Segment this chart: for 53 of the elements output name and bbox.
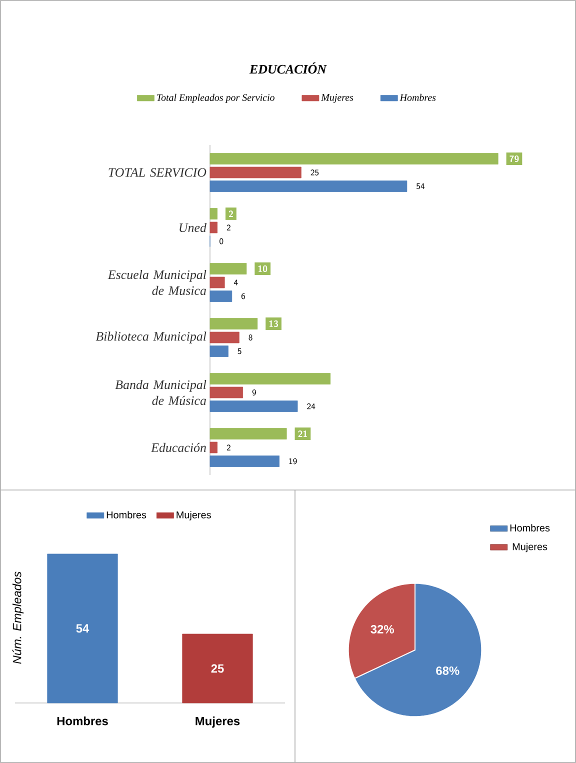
bar [210, 332, 240, 344]
bar [210, 428, 287, 440]
data-label: 13 [269, 320, 278, 328]
y-tick-label: Banda Municipal de Música [115, 380, 206, 406]
legend-label: Hombres [400, 94, 436, 101]
y-tick-label: Uned [180, 222, 207, 232]
data-label: 10 [258, 265, 268, 272]
data-label: 0 [220, 238, 224, 244]
bar [210, 166, 302, 178]
data-label: 19 [289, 458, 297, 464]
legend-label: Total Empleados por Servicio [157, 94, 274, 103]
bar [210, 386, 244, 398]
data-label: 25 [211, 664, 224, 673]
bar [210, 153, 498, 164]
data-label: 54 [416, 183, 425, 190]
bar [210, 400, 298, 412]
bar [210, 208, 218, 220]
bar [210, 180, 408, 192]
data-label: 6 [241, 293, 246, 300]
legend-label: Mujeres [176, 511, 211, 520]
legend-label: Mujeres [512, 542, 548, 552]
chart-title: EDUCACIÓN [249, 62, 327, 74]
y-axis-title: Núm. Empleados [12, 572, 24, 664]
bar [210, 346, 228, 357]
data-label: 54 [76, 624, 90, 633]
bar [210, 222, 218, 234]
data-label: 9 [252, 390, 256, 396]
legend-label: Hombres [510, 524, 550, 532]
data-label: 25 [310, 170, 319, 176]
bar [210, 442, 218, 454]
data-label: 8 [248, 334, 252, 340]
y-tick-label: Educación [150, 442, 206, 452]
data-label: 79 [510, 155, 519, 162]
legend-label: Mujeres [321, 94, 354, 103]
bar [210, 276, 225, 288]
legend-label: Hombres [106, 511, 146, 518]
data-label: 5 [238, 348, 242, 354]
data-label: 2 [228, 210, 233, 217]
data-label: 21 [298, 430, 307, 437]
bar [210, 290, 232, 302]
data-label: 2 [226, 224, 230, 230]
bar [210, 373, 331, 384]
data-label: 32% [370, 625, 394, 634]
data-label: 68% [436, 666, 460, 675]
y-tick-label: Escuela Municipal de Musica [108, 270, 206, 296]
y-tick-label: TOTAL SERVICIO [108, 168, 206, 177]
y-tick-label: Biblioteca Municipal [96, 332, 206, 344]
data-label: 4 [234, 280, 238, 286]
bar [210, 263, 247, 274]
data-label: 2 [226, 444, 230, 450]
bar [210, 456, 280, 467]
data-label: 24 [307, 403, 316, 410]
bar [210, 318, 258, 330]
